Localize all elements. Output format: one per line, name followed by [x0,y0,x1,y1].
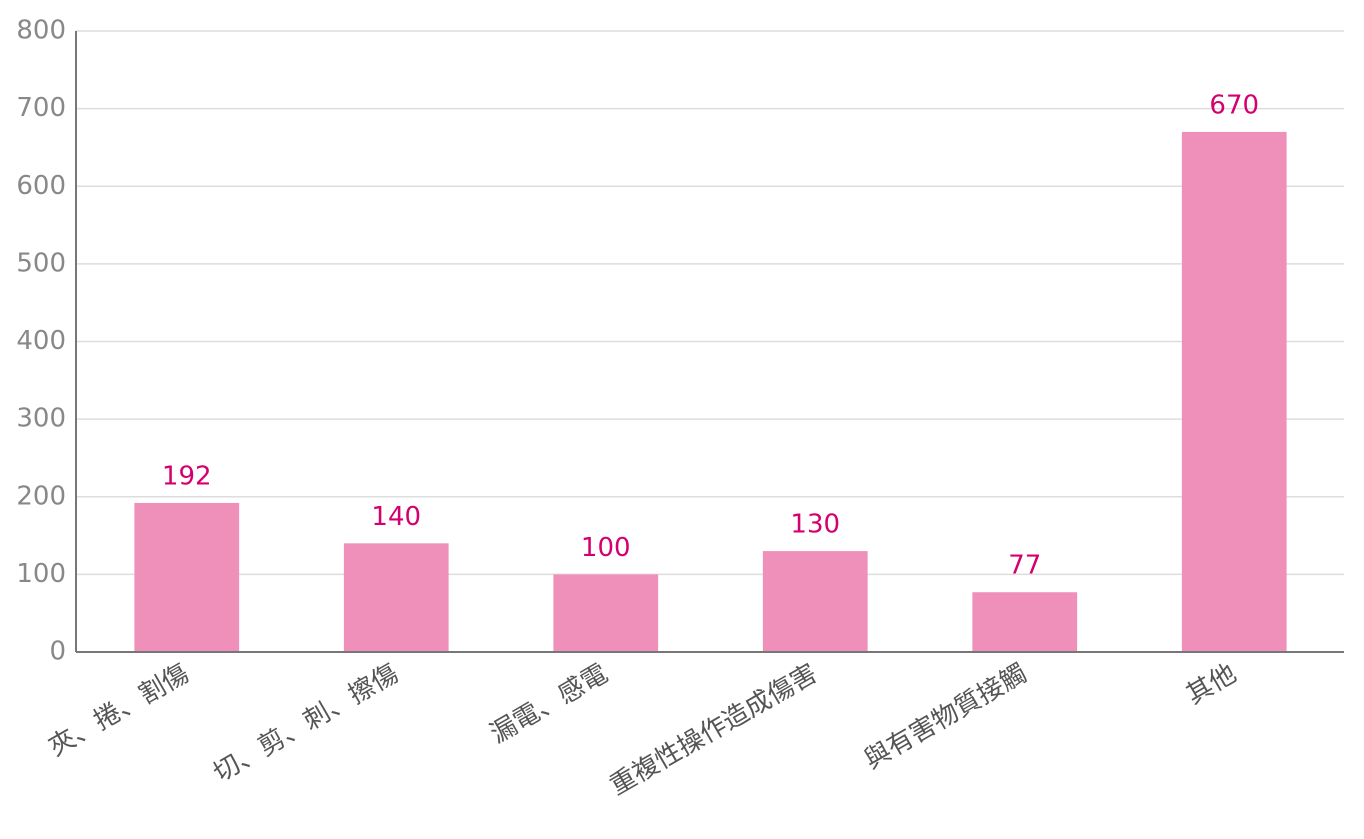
x-tick-label: 重複性操作造成傷害 [605,659,823,802]
y-tick-label: 300 [16,404,66,434]
bar [1181,131,1287,653]
value-label: 130 [790,510,840,540]
y-tick-label: 700 [16,93,66,123]
y-tick-label: 100 [16,559,66,589]
bar [972,592,1078,652]
y-tick-label: 0 [49,637,66,667]
value-label: 77 [1008,551,1041,581]
y-tick-label: 800 [16,16,66,46]
y-tick-label: 600 [16,171,66,201]
bar [343,543,449,652]
value-label: 140 [371,502,421,532]
x-tick-label: 其他 [1181,659,1241,711]
x-tick-label: 夾、捲、割傷 [44,659,194,763]
y-tick-label: 200 [16,481,66,511]
y-tick-label: 400 [16,326,66,356]
x-tick-label: 切、剪、刺、擦傷 [208,659,403,789]
x-tick-label: 與有害物質接觸 [859,659,1032,776]
y-tick-label: 500 [16,248,66,278]
value-label: 670 [1209,90,1259,120]
value-label: 100 [581,533,631,563]
bar [762,551,868,652]
x-tick-label: 漏電、感電 [485,659,613,750]
bar [553,574,659,652]
bar [134,502,240,652]
value-label: 192 [162,461,212,491]
